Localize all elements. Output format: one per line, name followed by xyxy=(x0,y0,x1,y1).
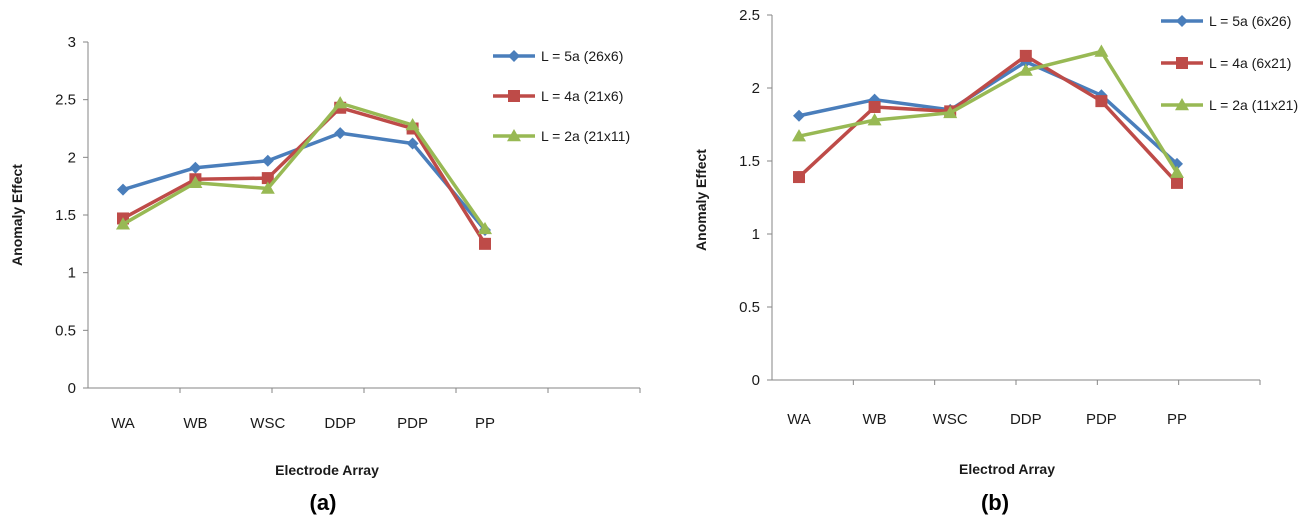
a-legend-marker-1 xyxy=(508,50,520,62)
b-series-2-point xyxy=(1095,95,1108,108)
a-series-3-point xyxy=(333,96,348,109)
a-legend-label-3: L = 2a (21x11) xyxy=(541,128,630,144)
b-x-tick-label: PP xyxy=(1167,411,1187,428)
b-x-tick-label: WA xyxy=(787,411,811,428)
a-x-tick-label: WB xyxy=(183,415,207,432)
b-series-2-point xyxy=(1171,176,1183,189)
b-x-tick-label: PDP xyxy=(1086,411,1117,428)
b-series-3-point xyxy=(1018,63,1033,76)
b-x-tick-label: DDP xyxy=(1010,411,1042,428)
a-y-tick-label: 3 xyxy=(68,34,76,51)
a-series-3-point xyxy=(405,118,420,131)
b-x-tick-label: WSC xyxy=(933,411,968,428)
b-series-3-point xyxy=(1170,165,1184,178)
b-y-tick-label: 2 xyxy=(752,80,760,97)
a-y-tick-label: 1.5 xyxy=(55,207,76,224)
b-x-tick-label: WB xyxy=(863,411,887,428)
chart-a: 0 0.5 1 1.5 2 2.5 3 WA WB WSC DDP PDP PP Anomaly Effe… xyxy=(9,34,641,515)
b-legend-marker-3 xyxy=(1175,98,1189,111)
a-x-tick-label: PDP xyxy=(397,415,428,432)
b-series-3-point xyxy=(867,113,882,126)
b-series-2-point xyxy=(793,171,805,184)
a-legend-label-1: L = 5a (26x6) xyxy=(541,48,623,64)
a-panel-label: (a) xyxy=(310,490,337,515)
b-series-line-2 xyxy=(797,54,1179,185)
a-x-tick-label: PP xyxy=(475,415,495,432)
b-y-tick-label: 0.5 xyxy=(739,299,760,316)
a-y-tick-label: 0.5 xyxy=(55,322,76,339)
a-y-tick-label: 1 xyxy=(68,265,76,282)
a-legend-label-2: L = 4a (21x6) xyxy=(541,88,623,104)
a-legend-marker-3 xyxy=(507,129,521,142)
a-x-tick-label: WA xyxy=(111,415,135,432)
b-series-line-3 xyxy=(798,49,1179,174)
b-legend-label-3: L = 2a (11x21) xyxy=(1209,97,1298,113)
b-y-tick-label: 1.5 xyxy=(739,153,760,170)
a-series-1-point xyxy=(406,137,419,150)
b-series-3-point xyxy=(943,105,958,119)
a-y-tick-label: 0 xyxy=(68,380,76,397)
b-legend-marker-1 xyxy=(1176,15,1188,27)
a-x-tick-label: DDP xyxy=(324,415,356,432)
b-legend-label-2: L = 4a (6x21) xyxy=(1209,55,1291,71)
b-series-3-point xyxy=(1094,44,1109,57)
a-series-1-point xyxy=(261,154,274,167)
b-y-tick-label: 2.5 xyxy=(739,7,760,24)
b-series-line-1 xyxy=(798,59,1179,166)
a-x-axis-label: Electrode Array xyxy=(275,462,379,478)
a-series-1-point xyxy=(334,127,347,140)
a-series-3-point xyxy=(116,217,130,230)
a-series-3-point xyxy=(260,181,275,194)
chart-b: 0 0.5 1 1.5 2 2.5 WA WB WSC DDP PDP PP Anomaly Effec… xyxy=(693,7,1298,515)
b-legend-marker-2 xyxy=(1176,57,1188,69)
a-y-tick-label: 2 xyxy=(68,149,76,166)
a-series-2-point xyxy=(261,172,274,185)
a-y-axis-label: Anomaly Effect xyxy=(9,164,25,266)
a-series-1-point xyxy=(189,161,202,174)
a-series-2-point xyxy=(479,237,491,250)
a-series-3-point xyxy=(188,175,203,188)
b-series-2-point xyxy=(868,100,881,113)
a-series-1-point xyxy=(117,183,129,196)
b-x-axis-label: Electrod Array xyxy=(959,461,1055,477)
b-series-3-point xyxy=(792,129,806,142)
a-series-3-point xyxy=(478,221,492,235)
b-series-2-point xyxy=(1019,49,1032,62)
b-y-tick-label: 0 xyxy=(752,372,760,389)
b-y-tick-label: 1 xyxy=(752,226,760,243)
a-y-tick-label: 2.5 xyxy=(55,92,76,109)
a-x-tick-label: WSC xyxy=(250,415,285,432)
a-series-line-2 xyxy=(122,105,487,245)
b-panel-label: (b) xyxy=(981,490,1009,515)
b-legend-label-1: L = 5a (6x26) xyxy=(1209,13,1291,29)
a-legend-marker-2 xyxy=(508,90,520,102)
b-y-axis-label: Anomaly Effect xyxy=(693,149,709,251)
a-series-line-3 xyxy=(122,101,487,230)
b-series-1-point xyxy=(793,109,805,122)
